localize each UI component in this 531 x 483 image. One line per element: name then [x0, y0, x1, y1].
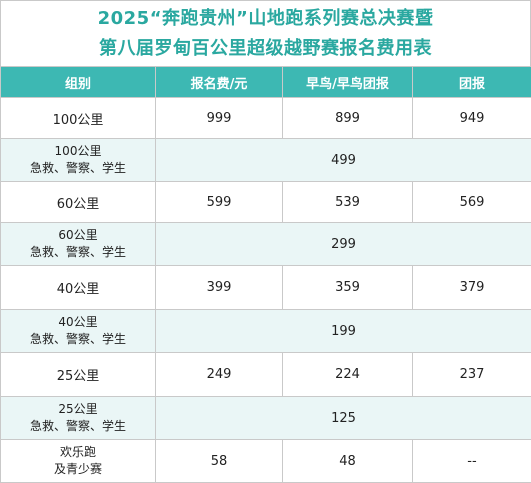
group-name: 25公里	[1, 401, 155, 418]
table-row: 25公里 急救、警察、学生 125	[1, 397, 531, 440]
header-row: 组别 报名费/元 早鸟/早鸟团报 团报	[1, 67, 531, 98]
group-cell: 40公里 急救、警察、学生	[1, 310, 156, 353]
table-row: 60公里 急救、警察、学生 299	[1, 223, 531, 266]
header-team: 团报	[413, 67, 531, 98]
early-bird-cell: 48	[283, 440, 413, 483]
page-title: 2025“奔跑贵州”山地跑系列赛总决赛暨 第八届罗甸百公里超级越野赛报名费用表	[0, 0, 531, 66]
table-row: 40公里 399 359 379	[1, 266, 531, 310]
group-cell: 100公里	[1, 98, 156, 139]
header-early-bird: 早鸟/早鸟团报	[283, 67, 413, 98]
early-bird-cell: 359	[283, 266, 413, 310]
discount-price-cell: 299	[156, 223, 531, 266]
team-cell: 237	[413, 353, 531, 397]
fee-cell: 599	[156, 182, 283, 223]
group-name-line-2: 及青少赛	[1, 461, 155, 478]
fee-cell: 399	[156, 266, 283, 310]
group-cell: 60公里	[1, 182, 156, 223]
table-row: 60公里 599 539 569	[1, 182, 531, 223]
title-line-1: 2025“奔跑贵州”山地跑系列赛总决赛暨	[1, 4, 530, 34]
discount-price-cell: 125	[156, 397, 531, 440]
table-row: 40公里 急救、警察、学生 199	[1, 310, 531, 353]
early-bird-cell: 539	[283, 182, 413, 223]
table-row: 100公里 急救、警察、学生 499	[1, 139, 531, 182]
group-eligibility: 急救、警察、学生	[1, 331, 155, 348]
early-bird-cell: 899	[283, 98, 413, 139]
table-row: 25公里 249 224 237	[1, 353, 531, 397]
table-row: 100公里 999 899 949	[1, 98, 531, 139]
discount-price-cell: 499	[156, 139, 531, 182]
group-cell: 25公里 急救、警察、学生	[1, 397, 156, 440]
group-name: 60公里	[1, 227, 155, 244]
group-cell: 100公里 急救、警察、学生	[1, 139, 156, 182]
team-cell: 949	[413, 98, 531, 139]
table-row: 欢乐跑 及青少赛 58 48 --	[1, 440, 531, 483]
group-name: 100公里	[1, 143, 155, 160]
group-eligibility: 急救、警察、学生	[1, 244, 155, 261]
discount-price-cell: 199	[156, 310, 531, 353]
group-cell: 25公里	[1, 353, 156, 397]
header-group: 组别	[1, 67, 156, 98]
title-line-2: 第八届罗甸百公里超级越野赛报名费用表	[1, 34, 530, 64]
group-eligibility: 急救、警察、学生	[1, 418, 155, 435]
group-eligibility: 急救、警察、学生	[1, 160, 155, 177]
team-cell: 569	[413, 182, 531, 223]
group-cell: 欢乐跑 及青少赛	[1, 440, 156, 483]
group-name: 40公里	[1, 314, 155, 331]
fee-cell: 58	[156, 440, 283, 483]
group-cell: 60公里 急救、警察、学生	[1, 223, 156, 266]
fee-cell: 249	[156, 353, 283, 397]
team-cell: 379	[413, 266, 531, 310]
fee-cell: 999	[156, 98, 283, 139]
group-cell: 40公里	[1, 266, 156, 310]
group-name: 欢乐跑	[1, 444, 155, 461]
team-cell: --	[413, 440, 531, 483]
early-bird-cell: 224	[283, 353, 413, 397]
header-fee: 报名费/元	[156, 67, 283, 98]
fee-table: 组别 报名费/元 早鸟/早鸟团报 团报 100公里 999 899 949 10…	[0, 66, 531, 483]
